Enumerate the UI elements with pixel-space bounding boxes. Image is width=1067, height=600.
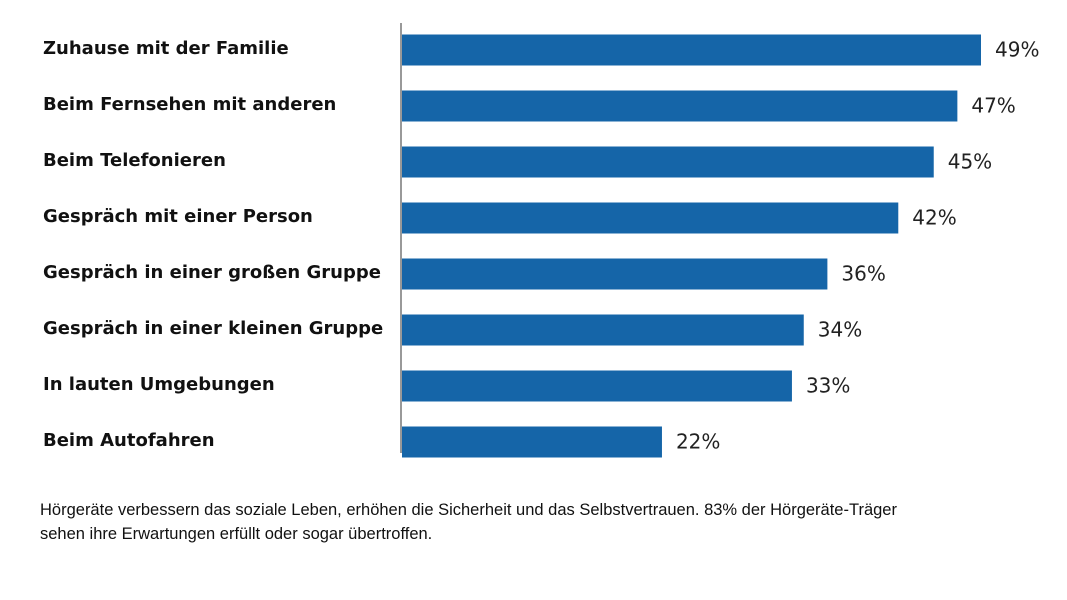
category-label: Gespräch mit einer Person xyxy=(43,206,313,227)
category-label: Beim Autofahren xyxy=(43,430,215,451)
value-label: 45% xyxy=(948,150,992,174)
value-label: 33% xyxy=(806,374,850,398)
category-label: Beim Telefonieren xyxy=(43,150,226,171)
category-label: Gespräch in einer großen Gruppe xyxy=(43,262,381,283)
bar-chart: Zuhause mit der Familie 49% Beim Fernsehen… xyxy=(43,23,1039,458)
category-label: Beim Fernsehen mit anderen xyxy=(43,94,336,115)
bar xyxy=(402,370,792,402)
bar xyxy=(402,34,981,66)
bar xyxy=(402,258,828,290)
category-label: In lauten Umgebungen xyxy=(43,374,275,395)
value-label: 34% xyxy=(818,318,862,342)
caption-line-1: Hörgeräte verbessern das soziale Leben, … xyxy=(40,501,897,519)
category-label: Gespräch in einer kleinen Gruppe xyxy=(43,318,383,339)
value-label: 36% xyxy=(841,262,885,286)
value-label: 47% xyxy=(971,94,1015,118)
value-label: 42% xyxy=(912,206,956,230)
category-label: Zuhause mit der Familie xyxy=(43,38,289,59)
chart-caption: Hörgeräte verbessern das soziale Leben, … xyxy=(40,498,1030,546)
caption-line-2: sehen ihre Erwartungen erfüllt oder soga… xyxy=(40,525,433,543)
bar xyxy=(402,146,934,178)
bar xyxy=(402,90,958,122)
value-label: 49% xyxy=(995,38,1039,62)
value-label: 22% xyxy=(676,430,720,454)
bar xyxy=(402,314,804,346)
bar xyxy=(402,426,662,458)
bar xyxy=(402,202,899,234)
